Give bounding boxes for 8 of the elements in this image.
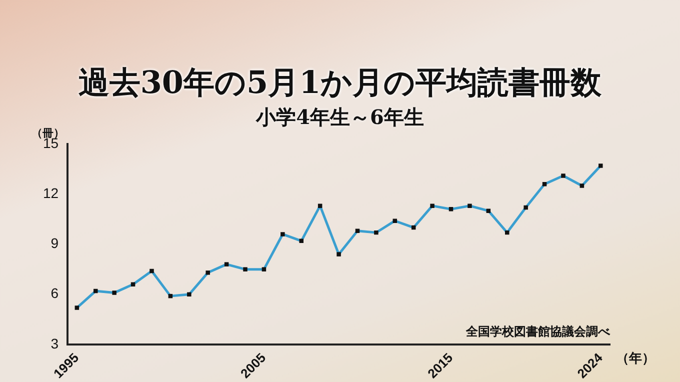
y-tick-label: 3 xyxy=(50,335,59,352)
chart-subtitle: 小学4年生～6年生 xyxy=(256,105,424,129)
annotation: 全国学校図書館協議会調べ xyxy=(465,324,611,339)
y-tick-label: 12 xyxy=(42,184,59,201)
chart-title: 過去30年の5月1か月の平均読書冊数 xyxy=(77,64,603,103)
y-tick-label: 6 xyxy=(50,285,59,302)
x-axis-title: （年） xyxy=(616,351,655,366)
y-tick-label: 9 xyxy=(50,235,59,252)
